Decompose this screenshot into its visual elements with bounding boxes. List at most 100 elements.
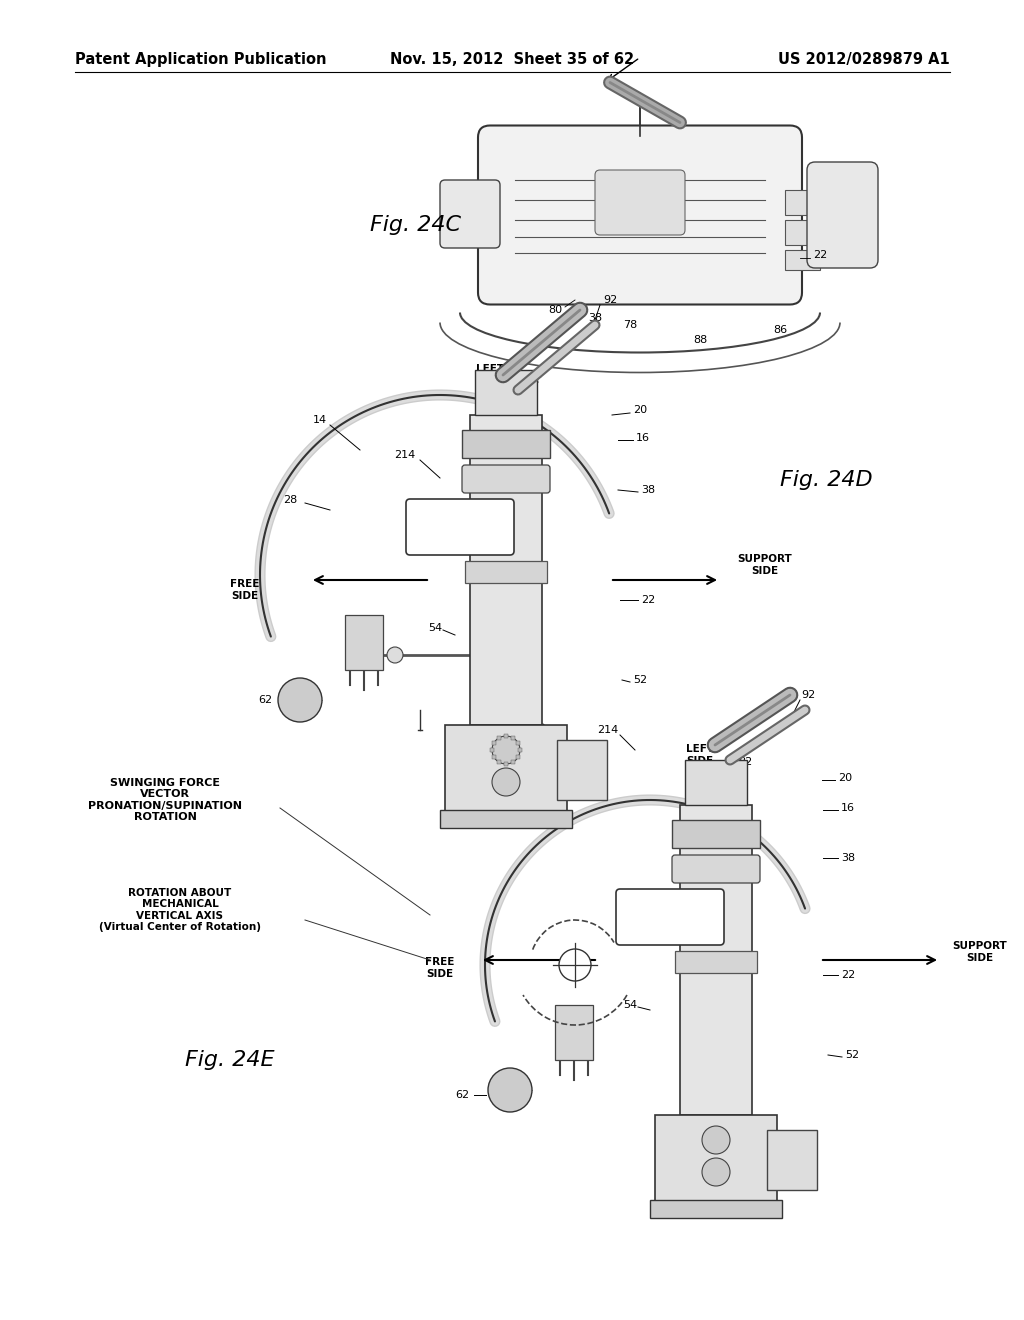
- Text: 54: 54: [428, 623, 442, 634]
- Text: LEFT
SIDE: LEFT SIDE: [686, 744, 714, 766]
- FancyBboxPatch shape: [462, 465, 550, 492]
- Bar: [345, 615, 383, 671]
- Text: 62: 62: [258, 696, 272, 705]
- FancyBboxPatch shape: [478, 125, 802, 305]
- Text: 14: 14: [528, 715, 542, 725]
- Text: 62: 62: [455, 1090, 469, 1100]
- Text: RIGHT SIDE: RIGHT SIDE: [497, 805, 563, 814]
- Text: 92: 92: [801, 690, 815, 700]
- FancyBboxPatch shape: [672, 855, 760, 883]
- Text: 26: 26: [711, 876, 725, 887]
- Circle shape: [702, 1158, 730, 1185]
- Text: 22: 22: [813, 249, 827, 260]
- Text: RIGHT SIDE: RIGHT SIDE: [707, 1183, 773, 1193]
- Bar: [680, 805, 752, 1115]
- Bar: [492, 755, 496, 759]
- Text: RIGHT SIDE: RIGHT SIDE: [497, 810, 563, 820]
- FancyBboxPatch shape: [595, 170, 685, 235]
- Text: Fig. 24C: Fig. 24C: [370, 215, 461, 235]
- Text: 20: 20: [633, 405, 647, 414]
- FancyBboxPatch shape: [807, 162, 878, 268]
- Text: 346: 346: [693, 833, 715, 843]
- Text: 38: 38: [641, 484, 655, 495]
- Text: RIGHT SIDE: RIGHT SIDE: [707, 1175, 773, 1185]
- Text: 72: 72: [710, 810, 724, 820]
- Bar: [785, 220, 820, 246]
- Text: TOP: TOP: [445, 520, 474, 533]
- FancyBboxPatch shape: [616, 888, 724, 945]
- Bar: [511, 760, 515, 764]
- Bar: [492, 741, 496, 744]
- Text: LEFT
SIDE: LEFT SIDE: [476, 364, 504, 385]
- Circle shape: [488, 1068, 532, 1111]
- Circle shape: [702, 1126, 730, 1154]
- Bar: [470, 414, 542, 725]
- Bar: [672, 820, 760, 847]
- Bar: [516, 741, 520, 744]
- Circle shape: [492, 768, 520, 796]
- Bar: [504, 762, 508, 766]
- Text: 16: 16: [636, 433, 650, 444]
- Bar: [462, 430, 550, 458]
- Bar: [675, 950, 757, 973]
- Bar: [475, 370, 537, 414]
- Text: Fig. 24E: Fig. 24E: [185, 1049, 274, 1071]
- Text: 346: 346: [482, 442, 504, 451]
- Text: 82: 82: [528, 370, 542, 380]
- Text: 78: 78: [623, 319, 637, 330]
- Text: 16: 16: [841, 803, 855, 813]
- Text: 72: 72: [500, 414, 514, 425]
- Text: 92: 92: [603, 294, 617, 305]
- FancyBboxPatch shape: [406, 499, 514, 554]
- Text: 86: 86: [773, 325, 787, 335]
- Bar: [555, 1005, 593, 1060]
- Text: TOP: TOP: [655, 911, 684, 924]
- Bar: [557, 741, 607, 800]
- Bar: [504, 734, 508, 738]
- Bar: [767, 1130, 817, 1191]
- Text: 80: 80: [548, 305, 562, 315]
- Text: ROTATION ABOUT
MECHANICAL
VERTICAL AXIS
(Virtual Center of Rotation): ROTATION ABOUT MECHANICAL VERTICAL AXIS …: [99, 887, 261, 932]
- Bar: [518, 748, 522, 752]
- Circle shape: [492, 737, 520, 764]
- Text: 88: 88: [693, 335, 708, 345]
- Bar: [440, 810, 572, 828]
- Circle shape: [278, 678, 322, 722]
- Text: FREE
SIDE: FREE SIDE: [230, 579, 260, 601]
- Text: SUPPORT
SIDE: SUPPORT SIDE: [952, 941, 1008, 962]
- Text: 82: 82: [738, 756, 752, 767]
- Text: FREE
SIDE: FREE SIDE: [425, 957, 455, 979]
- Text: 28: 28: [283, 495, 297, 506]
- Text: 38: 38: [841, 853, 855, 863]
- Bar: [650, 1200, 782, 1218]
- Bar: [785, 249, 820, 271]
- Text: 20: 20: [838, 774, 852, 783]
- FancyBboxPatch shape: [440, 180, 500, 248]
- Bar: [445, 725, 567, 820]
- Text: SUPPORT
SIDE: SUPPORT SIDE: [737, 554, 793, 576]
- Bar: [490, 748, 494, 752]
- Text: Fig. 24D: Fig. 24D: [780, 470, 872, 490]
- Text: 54: 54: [623, 1001, 637, 1010]
- Bar: [465, 561, 547, 583]
- Text: 14: 14: [313, 414, 327, 425]
- Text: 214: 214: [394, 450, 416, 459]
- Text: Nov. 15, 2012  Sheet 35 of 62: Nov. 15, 2012 Sheet 35 of 62: [390, 51, 634, 67]
- Bar: [497, 760, 501, 764]
- Bar: [785, 190, 820, 215]
- Bar: [511, 735, 515, 741]
- Text: 214: 214: [597, 725, 618, 735]
- Bar: [497, 735, 501, 741]
- Text: SWINGING FORCE
VECTOR
PRONATION/SUPINATION
ROTATION: SWINGING FORCE VECTOR PRONATION/SUPINATI…: [88, 777, 242, 822]
- Bar: [516, 755, 520, 759]
- Text: 52: 52: [845, 1049, 859, 1060]
- Text: 26: 26: [498, 512, 512, 521]
- Text: 22: 22: [641, 595, 655, 605]
- Text: Patent Application Publication: Patent Application Publication: [75, 51, 327, 67]
- Circle shape: [559, 949, 591, 981]
- Text: 38: 38: [588, 313, 602, 323]
- Text: 22: 22: [841, 970, 855, 979]
- Text: US 2012/0289879 A1: US 2012/0289879 A1: [778, 51, 950, 67]
- Circle shape: [387, 647, 403, 663]
- Text: 52: 52: [633, 675, 647, 685]
